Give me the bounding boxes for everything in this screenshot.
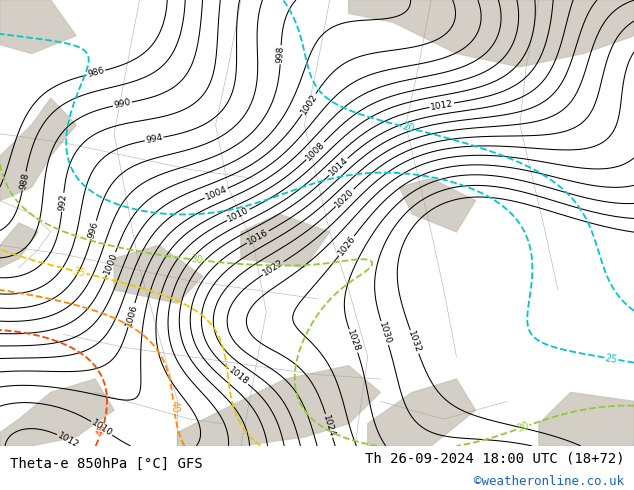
Text: 994: 994 [145, 133, 164, 145]
Text: 990: 990 [113, 98, 132, 110]
Text: 992: 992 [58, 193, 68, 211]
Text: ©weatheronline.co.uk: ©weatheronline.co.uk [474, 475, 624, 488]
Polygon shape [0, 98, 76, 201]
Polygon shape [349, 0, 634, 67]
Text: 1008: 1008 [304, 140, 327, 162]
Polygon shape [114, 245, 203, 303]
Text: 1020: 1020 [333, 187, 356, 209]
Text: 996: 996 [87, 220, 100, 240]
Text: 1022: 1022 [261, 258, 285, 278]
Text: 988: 988 [18, 172, 30, 191]
Text: 1002: 1002 [299, 92, 319, 116]
Polygon shape [368, 379, 476, 446]
Text: 1014: 1014 [327, 156, 350, 178]
Text: 1012: 1012 [430, 98, 454, 112]
Text: 20: 20 [401, 122, 416, 134]
Text: 1018: 1018 [226, 366, 250, 387]
Text: 986: 986 [86, 66, 105, 79]
Text: 1012: 1012 [56, 431, 81, 450]
Text: 1024: 1024 [321, 414, 337, 438]
Text: Theta-e 850hPa [°C] GFS: Theta-e 850hPa [°C] GFS [10, 457, 202, 470]
Text: 1032: 1032 [406, 330, 423, 354]
Text: 1010: 1010 [226, 206, 250, 224]
Polygon shape [0, 379, 114, 446]
Text: 25: 25 [604, 353, 618, 365]
Text: 1004: 1004 [204, 185, 228, 202]
Text: 45: 45 [95, 423, 108, 438]
Polygon shape [0, 0, 76, 53]
Text: 1010: 1010 [89, 418, 113, 438]
Polygon shape [399, 178, 476, 232]
Text: 1016: 1016 [245, 227, 270, 246]
Text: 998: 998 [276, 46, 285, 64]
Text: 30: 30 [515, 420, 530, 434]
Text: 30: 30 [190, 254, 204, 266]
Text: 1028: 1028 [346, 329, 361, 353]
Text: 35: 35 [72, 266, 87, 278]
Text: 1026: 1026 [336, 234, 357, 258]
Polygon shape [0, 223, 38, 268]
Text: 1030: 1030 [377, 321, 392, 345]
Polygon shape [241, 214, 330, 268]
Text: 1006: 1006 [124, 303, 139, 327]
Text: 1000: 1000 [103, 251, 119, 276]
Text: 40: 40 [168, 400, 179, 414]
Polygon shape [178, 366, 380, 446]
Polygon shape [539, 392, 634, 446]
Text: Th 26-09-2024 18:00 UTC (18+72): Th 26-09-2024 18:00 UTC (18+72) [365, 451, 624, 465]
